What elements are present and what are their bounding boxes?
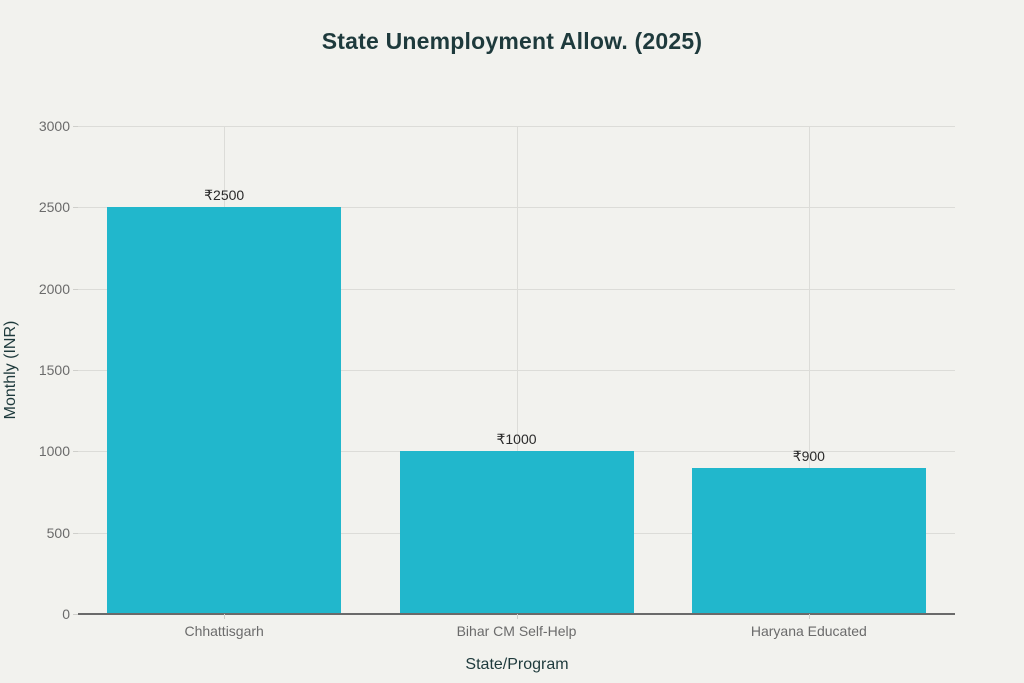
y-tick-label: 2000 xyxy=(38,280,70,297)
y-tick-label: 1500 xyxy=(38,362,70,378)
y-tick-label: 1000 xyxy=(38,443,70,460)
x-tick-mark xyxy=(516,614,518,619)
gridline-vertical xyxy=(808,126,810,614)
x-tick-label: Bihar CM Self-Help xyxy=(456,623,577,639)
y-tick-mark xyxy=(73,370,78,371)
x-axis-line xyxy=(78,613,955,615)
plot-area: ₹2500 ₹1000 ₹900 xyxy=(78,126,955,614)
gridline-vertical xyxy=(516,126,518,614)
x-tick-mark xyxy=(808,614,810,619)
x-tick-label: Haryana Educated xyxy=(750,623,867,639)
y-tick-mark xyxy=(73,126,78,127)
y-tick-label: 500 xyxy=(46,524,70,541)
x-axis-label: State/Program xyxy=(465,656,569,673)
bar-bihar-cm-self-help[interactable] xyxy=(399,451,634,614)
y-tick-label: 2500 xyxy=(38,199,70,216)
y-tick-mark xyxy=(73,207,78,209)
y-tick-mark xyxy=(73,288,78,290)
bar-value-label: ₹900 xyxy=(792,447,825,464)
bar-value-label: ₹2500 xyxy=(204,187,245,204)
bar-haryana-educated[interactable] xyxy=(691,467,926,614)
chart-title: State Unemployment Allow. (2025) xyxy=(321,28,703,54)
y-tick-mark xyxy=(73,614,78,615)
bar-value-label: ₹1000 xyxy=(496,431,537,448)
y-tick-mark xyxy=(73,532,78,534)
y-tick-label: 3000 xyxy=(38,118,70,134)
y-tick-label: 0 xyxy=(62,606,70,622)
x-tick-label: Chhattisgarh xyxy=(184,623,264,639)
y-tick-mark xyxy=(73,451,78,453)
x-tick-mark xyxy=(224,614,226,619)
bar-chhattisgarh[interactable] xyxy=(107,207,342,614)
